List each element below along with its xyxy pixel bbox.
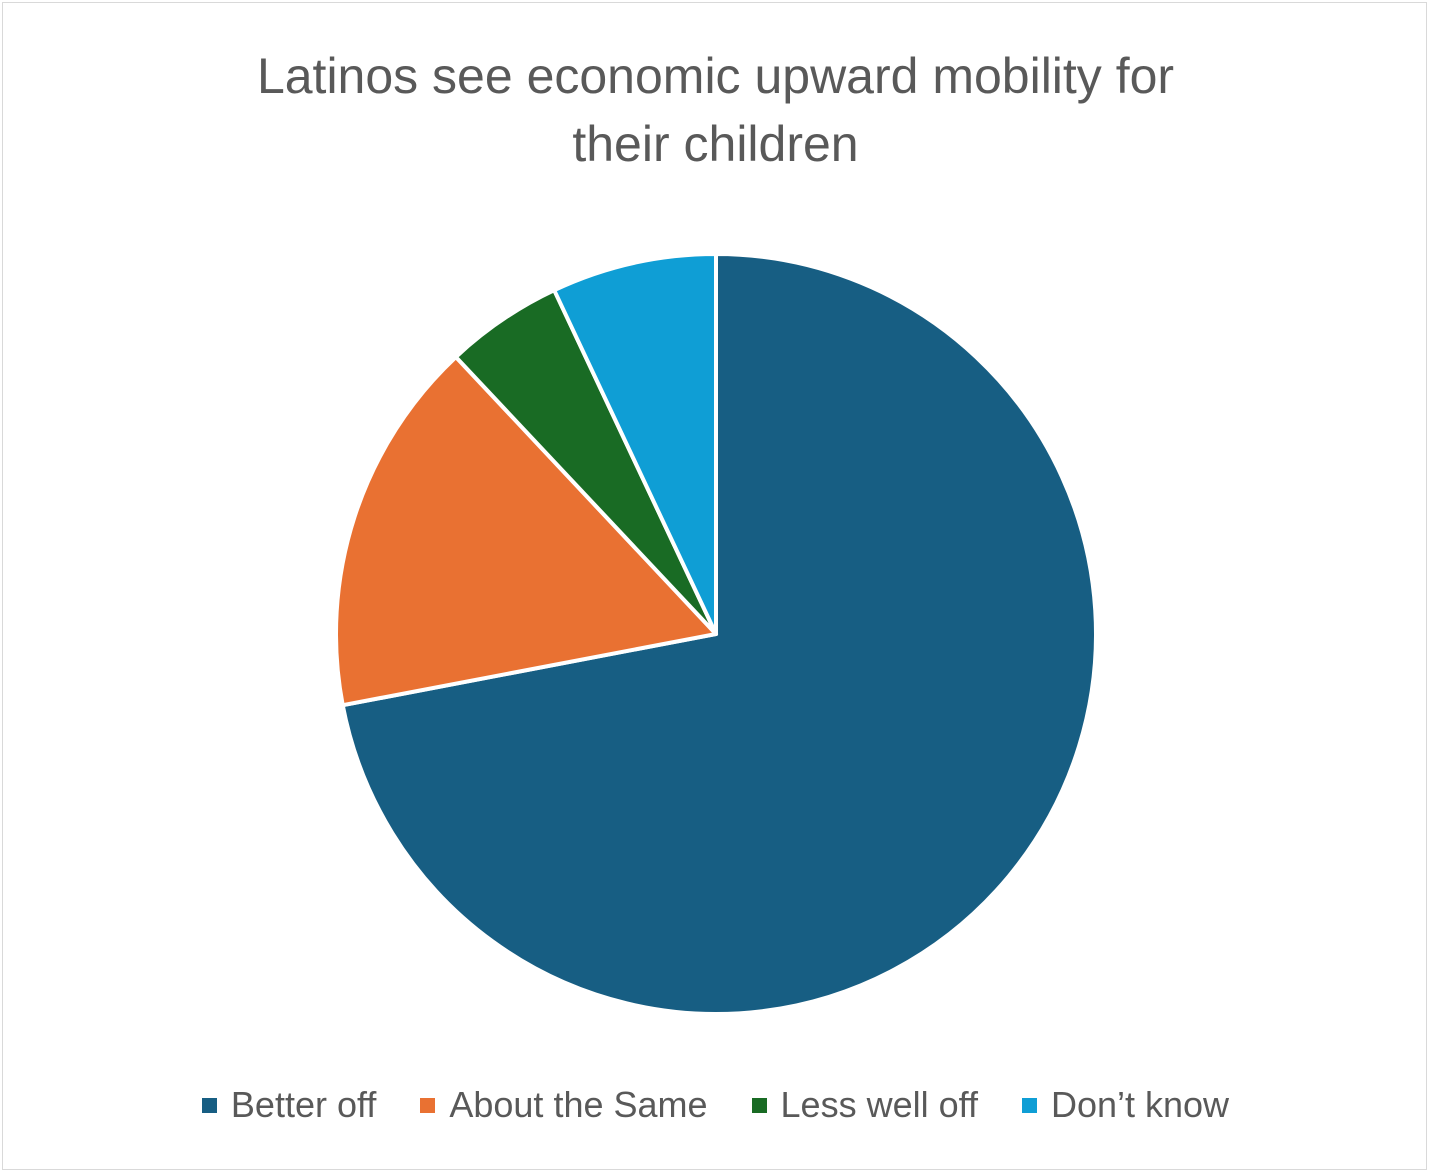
- pie-slice-don-t-know: [552, 252, 718, 636]
- chart-title: Latinos see economic upward mobility for…: [0, 42, 1431, 178]
- legend-item-dont-know: Don’t know: [1021, 1083, 1230, 1127]
- chart-title-line-2: their children: [572, 116, 859, 172]
- chart-title-line-1: Latinos see economic upward mobility for: [256, 48, 1175, 104]
- pie-slice-better-off: [340, 252, 1098, 1016]
- pie-slice-about-the-same: [334, 354, 718, 708]
- legend-label-less-well-off: Less well off: [780, 1084, 978, 1125]
- legend-label-dont-know: Don’t know: [1050, 1084, 1230, 1125]
- legend-swatch-better-off: [201, 1097, 217, 1113]
- legend-swatch-dont-know: [1021, 1097, 1037, 1113]
- legend-item-about-the-same: About the Same: [420, 1083, 708, 1127]
- legend-label-about-the-same: About the Same: [449, 1084, 708, 1125]
- legend-swatch-less-well-off: [751, 1097, 767, 1113]
- legend-item-less-well-off: Less well off: [751, 1083, 978, 1127]
- legend-swatch-about-the-same: [420, 1097, 436, 1113]
- legend-item-better-off: Better off: [201, 1083, 377, 1127]
- legend-label-better-off: Better off: [230, 1084, 377, 1125]
- legend: Better off About the Same Less well off …: [0, 1082, 1431, 1128]
